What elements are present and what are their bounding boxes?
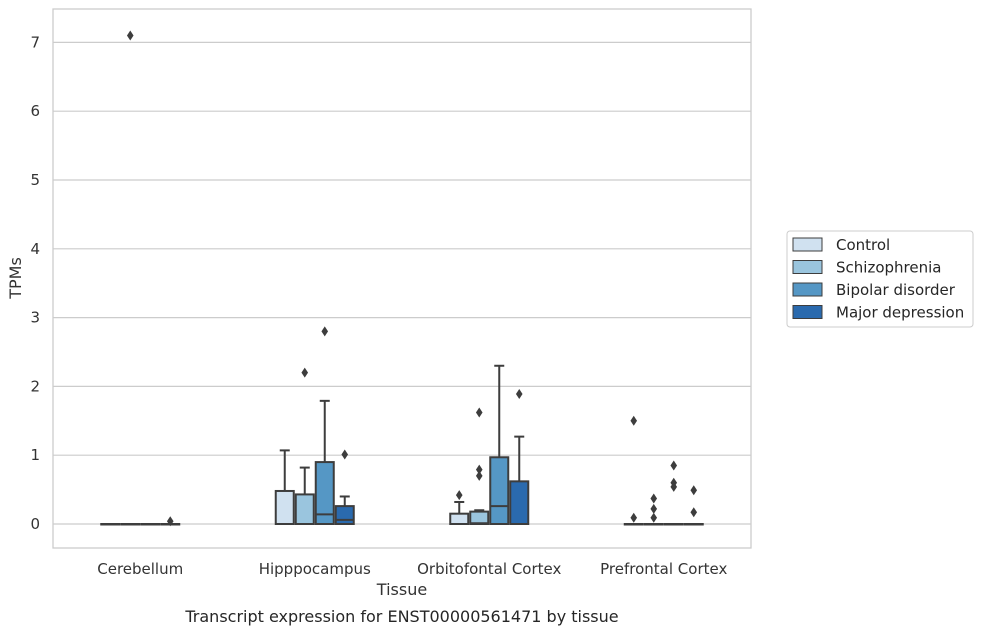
outlier-marker (650, 512, 658, 523)
outlier-marker (515, 388, 523, 399)
box-body (334, 505, 355, 525)
y-tick-label-4: 4 (30, 240, 40, 258)
outlier-marker (301, 367, 309, 378)
box-0-1 (274, 449, 295, 526)
y-tick-label-6: 6 (30, 102, 40, 120)
outlier-marker (341, 449, 349, 460)
box-1-1 (294, 367, 315, 525)
outlier-marker (321, 326, 329, 337)
box-0-0 (100, 523, 121, 526)
legend: Control Schizophrenia Bipolar disorder Majo… (786, 230, 974, 328)
legend-swatch-0 (792, 237, 823, 252)
box-2-2 (489, 364, 510, 526)
y-tick-label-1: 1 (30, 446, 40, 464)
box-3-1 (334, 449, 355, 525)
legend-swatch-2 (792, 282, 823, 297)
box-1-0 (120, 30, 141, 526)
outlier-marker (126, 30, 134, 41)
outlier-marker (650, 493, 658, 504)
x-tick-label-orbitofontal-cortex: Orbitofontal Cortex (417, 560, 561, 578)
legend-frame (786, 230, 974, 328)
box-0-2 (449, 490, 470, 525)
x-tick-labels: Cerebellum Hipppocampus Orbitofontal Corte… (97, 560, 727, 578)
y-tick-label-7: 7 (30, 33, 40, 51)
y-tick-label-5: 5 (30, 171, 40, 189)
outlier-marker (690, 507, 698, 518)
box-2-3 (663, 460, 684, 526)
outlier-marker (690, 485, 698, 496)
box-body (314, 461, 335, 525)
plot-frame (52, 8, 752, 549)
outlier-marker (475, 470, 483, 481)
y-tick-label-0: 0 (30, 515, 40, 533)
legend-label-1: Schizophrenia (836, 259, 941, 277)
x-tick-label-cerebellum: Cerebellum (97, 560, 183, 578)
box-body (509, 480, 530, 525)
x-axis-title: Tissue (376, 580, 427, 599)
box-0-3 (623, 415, 644, 526)
legend-label-2: Bipolar disorder (836, 281, 956, 299)
y-tick-label-3: 3 (30, 309, 40, 327)
box-body (489, 456, 510, 526)
outlier-marker (455, 490, 463, 501)
box-1-3 (643, 493, 664, 526)
box-marks (100, 30, 704, 527)
y-tick-labels: 0 1 2 3 4 5 6 7 (30, 33, 40, 533)
outlier-marker (475, 464, 483, 475)
legend-label-0: Control (836, 236, 890, 254)
box-2-0 (140, 523, 161, 526)
legend-swatch-1 (792, 260, 823, 274)
box-body (274, 489, 295, 526)
box-2-1 (314, 326, 335, 525)
x-tick-label-hipppocampus: Hipppocampus (259, 560, 371, 578)
x-tick-label-prefrontal-cortex: Prefrontal Cortex (600, 560, 727, 578)
box-3-2 (509, 388, 530, 525)
box-body (469, 510, 490, 525)
outlier-marker (650, 503, 658, 514)
box-body (294, 493, 315, 525)
box-1-2 (469, 407, 490, 525)
y-tick-label-2: 2 (30, 377, 40, 395)
outlier-marker (630, 415, 638, 426)
outlier-marker (166, 516, 174, 527)
outlier-marker (630, 512, 638, 523)
legend-label-3: Major depression (836, 304, 964, 322)
outlier-marker (670, 481, 678, 492)
box-body (449, 512, 470, 525)
box-3-3 (683, 485, 704, 526)
chart-caption: Transcript expression for ENST0000056147… (184, 607, 618, 626)
grid-lines (53, 41, 751, 525)
outlier-marker (475, 407, 483, 418)
box-3-0 (160, 516, 181, 527)
outlier-marker (670, 460, 678, 471)
y-axis-title: TPMs (6, 257, 25, 300)
legend-swatch-3 (792, 305, 823, 319)
